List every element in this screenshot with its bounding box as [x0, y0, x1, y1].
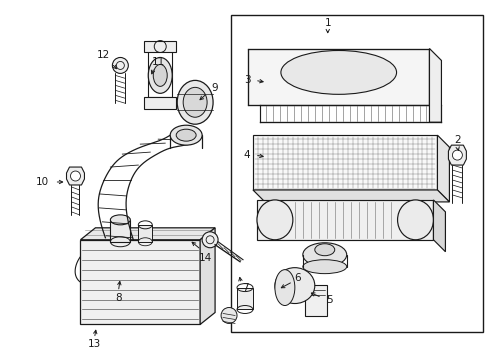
Ellipse shape [302, 260, 346, 274]
Ellipse shape [112, 58, 128, 73]
Ellipse shape [314, 244, 334, 256]
Ellipse shape [256, 200, 292, 240]
Text: 1: 1 [324, 18, 330, 28]
Text: 3: 3 [243, 75, 250, 85]
Polygon shape [428, 49, 441, 122]
Polygon shape [252, 190, 448, 202]
Polygon shape [437, 135, 448, 202]
Bar [237, 288, 252, 310]
Text: 5: 5 [326, 294, 332, 305]
Ellipse shape [274, 270, 294, 306]
Text: 9: 9 [211, 84, 218, 93]
Bar [110, 220, 130, 242]
Text: 4: 4 [243, 150, 250, 160]
Bar [230, 15, 482, 332]
Polygon shape [66, 167, 84, 185]
Bar [138, 225, 152, 242]
Bar [144, 97, 176, 109]
Ellipse shape [183, 87, 207, 117]
Text: 14: 14 [198, 253, 211, 263]
Text: 8: 8 [115, 293, 122, 302]
Polygon shape [432, 200, 445, 252]
Polygon shape [247, 49, 428, 105]
Ellipse shape [110, 215, 130, 225]
Ellipse shape [170, 125, 202, 145]
Bar [252, 135, 437, 190]
Bar [256, 200, 432, 240]
Text: 12: 12 [97, 50, 110, 60]
Ellipse shape [280, 50, 396, 94]
Ellipse shape [202, 232, 218, 248]
Bar [81, 240, 200, 324]
Ellipse shape [302, 243, 346, 267]
Ellipse shape [176, 129, 196, 141]
Bar [144, 41, 176, 53]
Text: 10: 10 [36, 177, 49, 187]
Polygon shape [200, 228, 215, 324]
Text: 13: 13 [88, 339, 101, 349]
Ellipse shape [153, 64, 167, 86]
Ellipse shape [274, 268, 314, 303]
Text: 11: 11 [151, 58, 164, 67]
Text: 7: 7 [241, 283, 248, 293]
Bar [304, 285, 326, 316]
Ellipse shape [451, 150, 462, 160]
Ellipse shape [177, 80, 213, 124]
Ellipse shape [148, 58, 172, 93]
Text: 2: 2 [453, 135, 460, 145]
Polygon shape [447, 145, 466, 165]
Text: 6: 6 [294, 273, 301, 283]
Ellipse shape [221, 307, 237, 323]
Ellipse shape [70, 171, 81, 181]
Ellipse shape [397, 200, 432, 240]
Polygon shape [81, 228, 215, 240]
